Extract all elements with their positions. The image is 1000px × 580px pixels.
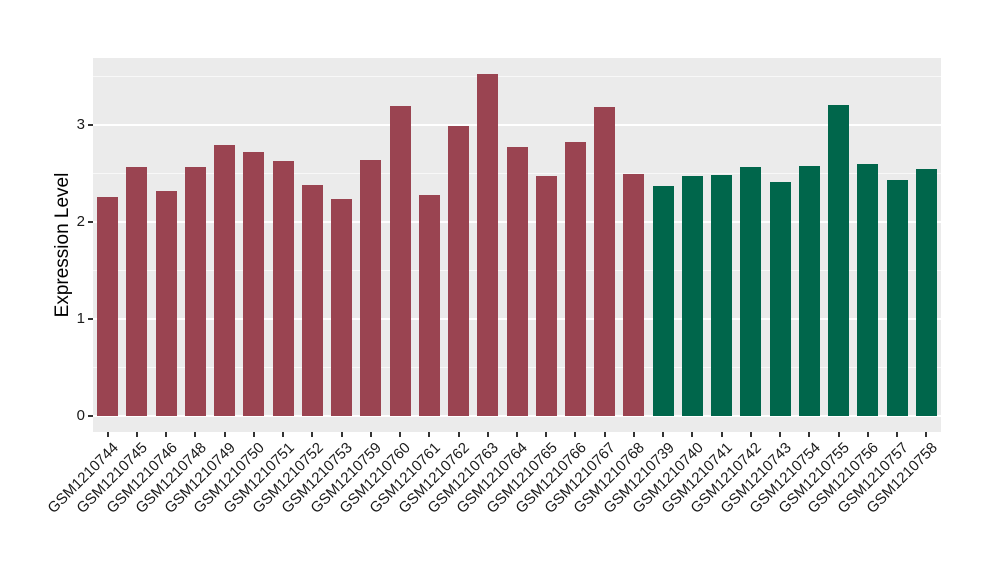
bar-GSM1210768 <box>623 174 645 416</box>
bar-GSM1210740 <box>681 176 703 416</box>
x-axis-tick <box>691 432 694 437</box>
bar-GSM1210764 <box>506 147 528 416</box>
x-axis-tick <box>749 432 752 437</box>
bar-GSM1210749 <box>214 145 236 416</box>
bar-GSM1210743 <box>769 182 791 416</box>
y-tick-label: 2 <box>76 213 85 230</box>
bar-GSM1210751 <box>272 160 294 416</box>
bar-GSM1210745 <box>126 166 148 416</box>
x-axis-tick <box>457 432 460 437</box>
bar-GSM1210750 <box>243 152 265 416</box>
x-axis-tick <box>311 432 314 437</box>
x-axis-tick <box>165 432 168 437</box>
bar-GSM1210754 <box>798 165 820 416</box>
x-axis-tick <box>282 432 285 437</box>
x-axis-tick <box>106 432 109 437</box>
bar-GSM1210744 <box>97 196 119 416</box>
x-axis-tick <box>808 432 811 437</box>
y-axis-tick <box>88 124 93 126</box>
y-axis-title: Expression Level <box>52 172 73 318</box>
x-axis-tick <box>194 432 197 437</box>
bar-GSM1210746 <box>155 190 177 416</box>
y-tick-label: 0 <box>76 407 85 424</box>
x-axis-tick <box>399 432 402 437</box>
x-axis-tick <box>252 432 255 437</box>
bar-GSM1210753 <box>331 198 353 416</box>
x-axis-tick <box>340 432 343 437</box>
bar-GSM1210741 <box>711 175 733 416</box>
bar-GSM1210763 <box>477 73 499 416</box>
x-axis-tick <box>428 432 431 437</box>
x-axis-tick <box>662 432 665 437</box>
y-tick-label: 3 <box>76 116 85 133</box>
x-axis-tick <box>720 432 723 437</box>
bar-GSM1210742 <box>740 166 762 416</box>
x-axis-tick <box>574 432 577 437</box>
x-axis-tick <box>896 432 899 437</box>
bar-GSM1210758 <box>915 168 937 416</box>
x-axis-tick <box>603 432 606 437</box>
bar-GSM1210761 <box>418 194 440 416</box>
x-axis-tick <box>545 432 548 437</box>
bar-GSM1210759 <box>360 159 382 416</box>
x-axis-tick <box>632 432 635 437</box>
y-axis-tick <box>88 415 93 417</box>
gridline-major <box>93 415 941 417</box>
x-axis-tick <box>369 432 372 437</box>
x-axis-tick <box>223 432 226 437</box>
x-axis-tick <box>779 432 782 437</box>
gridline-minor <box>93 76 941 77</box>
bar-GSM1210767 <box>594 106 616 416</box>
gridline-major <box>93 124 941 126</box>
y-axis-tick <box>88 221 93 223</box>
x-axis-tick <box>516 432 518 437</box>
bar-GSM1210739 <box>652 186 674 416</box>
y-tick-label: 1 <box>76 310 85 327</box>
bar-GSM1210756 <box>857 163 879 416</box>
bar-GSM1210748 <box>184 166 206 416</box>
bar-GSM1210757 <box>886 180 908 416</box>
x-axis-tick <box>866 432 869 437</box>
bar-GSM1210755 <box>828 104 850 416</box>
x-axis-tick <box>837 432 840 437</box>
x-axis-tick <box>925 432 928 437</box>
bar-GSM1210752 <box>301 185 323 416</box>
x-axis-tick <box>135 432 138 437</box>
y-axis-tick <box>88 318 93 320</box>
bar-GSM1210760 <box>389 105 411 416</box>
bar-GSM1210766 <box>564 142 586 416</box>
bar-GSM1210765 <box>535 176 557 416</box>
bar-GSM1210762 <box>448 125 470 416</box>
x-axis-tick <box>486 432 489 437</box>
